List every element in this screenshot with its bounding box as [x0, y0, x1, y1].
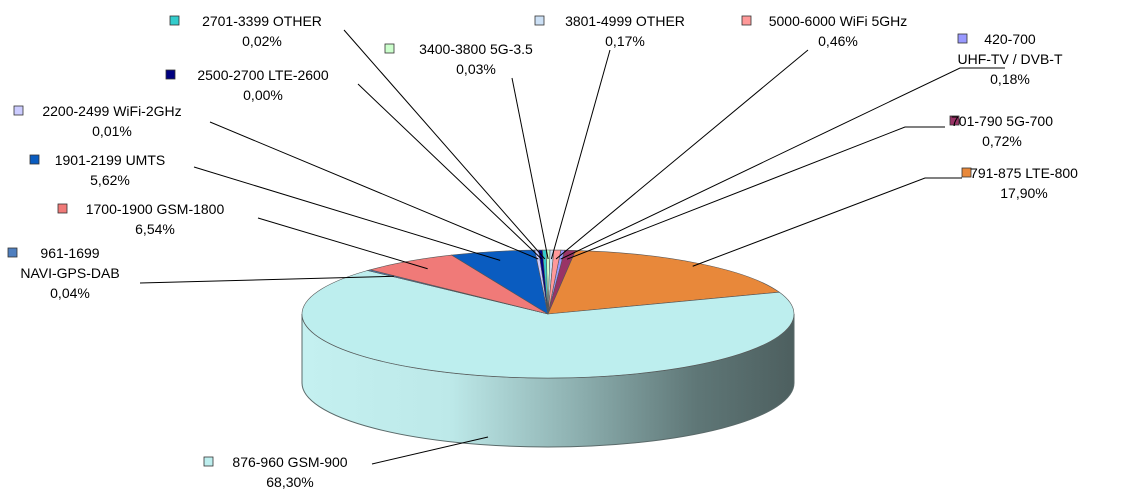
label-swatch-1700-1900-gsm-1800	[57, 203, 68, 214]
data-label-420-700: 420-700 UHF-TV / DVB-T 0,18%	[958, 31, 1063, 87]
data-label-1901-2199-umts: 1901-2199 UMTS 5,62%	[55, 152, 166, 188]
data-label-value: 0,01%	[92, 123, 132, 139]
leader-line-2701-3399-other	[343, 29, 546, 260]
data-label-category: 1700-1900 GSM-1800	[86, 201, 225, 217]
leader-line-876-960-gsm-900	[371, 436, 489, 465]
label-swatch-791-875-lte-800	[961, 167, 972, 178]
leader-line-5000-6000-wifi-5ghz	[555, 49, 809, 260]
data-label-value: 68,30%	[266, 474, 313, 490]
data-label-category: UHF-TV / DVB-T	[958, 51, 1063, 67]
data-label-5000-6000-wifi-5ghz: 5000-6000 WiFi 5GHz 0,46%	[769, 13, 908, 49]
label-swatch-2200-2499-wifi-2ghz	[13, 105, 24, 116]
data-label-value: 6,54%	[135, 221, 175, 237]
label-swatch-876-960-gsm-900	[203, 456, 214, 467]
data-label-category: 701-790 5G-700	[951, 113, 1053, 129]
data-label-2500-2700-lte-2600: 2500-2700 LTE-2600 0,00%	[197, 67, 328, 103]
data-label-value: 0,00%	[243, 87, 283, 103]
leader-line-961-1699	[139, 275, 394, 284]
data-label-category: 2500-2700 LTE-2600	[197, 67, 328, 83]
leader-line-1700-1900-gsm-1800	[257, 217, 428, 270]
data-label-value: 0,18%	[990, 71, 1030, 87]
data-label-value: 0,17%	[605, 33, 645, 49]
label-swatch-420-700	[957, 33, 968, 44]
data-label-1700-1900-gsm-1800: 1700-1900 GSM-1800 6,54%	[86, 201, 225, 237]
label-swatch-3400-3800-5g-3-5	[384, 43, 395, 54]
data-label-value: 17,90%	[1000, 185, 1047, 201]
label-swatch-701-790-5g-700	[949, 115, 960, 126]
leader-line-420-700	[560, 67, 1005, 260]
data-label-value: 0,03%	[456, 61, 496, 77]
data-label-3801-4999-other: 3801-4999 OTHER 0,17%	[565, 13, 685, 49]
label-swatch-5000-6000-wifi-5ghz	[741, 15, 752, 26]
leader-line-2200-2499-wifi-2ghz	[209, 121, 539, 260]
label-swatch-961-1699	[7, 247, 18, 258]
label-swatch-3801-4999-other	[534, 15, 545, 26]
label-swatch-2500-2700-lte-2600	[165, 69, 176, 80]
data-label-category: 420-700	[984, 31, 1036, 47]
data-label-category: 5000-6000 WiFi 5GHz	[769, 13, 908, 29]
data-label-791-875-lte-800: 791-875 LTE-800 17,90%	[970, 165, 1078, 201]
data-label-category: NAVI-GPS-DAB	[20, 265, 119, 281]
data-label-876-960-gsm-900: 876-960 GSM-900 68,30%	[232, 454, 347, 490]
data-label-2701-3399-other: 2701-3399 OTHER 0,02%	[202, 13, 322, 49]
label-swatch-2701-3399-other	[169, 15, 180, 26]
data-label-value: 0,72%	[982, 133, 1022, 149]
leader-line-701-790-5g-700	[566, 126, 945, 260]
data-label-category: 1901-2199 UMTS	[55, 152, 166, 168]
data-label-3400-3800-5g-3-5: 3400-3800 5G-3.5 0,03%	[419, 41, 533, 77]
data-label-category: 3801-4999 OTHER	[565, 13, 685, 29]
leader-line-2500-2700-lte-2600	[357, 83, 542, 260]
data-label-category: 791-875 LTE-800	[970, 165, 1078, 181]
data-label-category: 961-1699	[40, 245, 99, 261]
pie-slice-876-960-gsm-900	[301, 270, 795, 379]
label-swatch-1901-2199-umts	[29, 154, 40, 165]
data-label-category: 876-960 GSM-900	[232, 454, 347, 470]
data-label-value: 0,04%	[50, 285, 90, 301]
leader-line-791-875-lte-800	[692, 177, 962, 267]
data-label-961-1699: 961-1699 NAVI-GPS-DAB 0,04%	[20, 245, 119, 301]
leader-line-1901-2199-umts	[193, 166, 501, 261]
leader-line-3801-4999-other	[550, 49, 611, 260]
leader-line-3400-3800-5g-3-5	[511, 77, 549, 260]
data-label-value: 5,62%	[90, 172, 130, 188]
data-label-value: 0,02%	[242, 33, 282, 49]
data-label-category: 2701-3399 OTHER	[202, 13, 322, 29]
data-label-701-790-5g-700: 701-790 5G-700 0,72%	[951, 113, 1053, 149]
data-label-2200-2499-wifi-2ghz: 2200-2499 WiFi-2GHz 0,01%	[42, 103, 181, 139]
data-label-value: 0,46%	[818, 33, 858, 49]
data-label-category: 3400-3800 5G-3.5	[419, 41, 533, 57]
data-label-category: 2200-2499 WiFi-2GHz	[42, 103, 181, 119]
